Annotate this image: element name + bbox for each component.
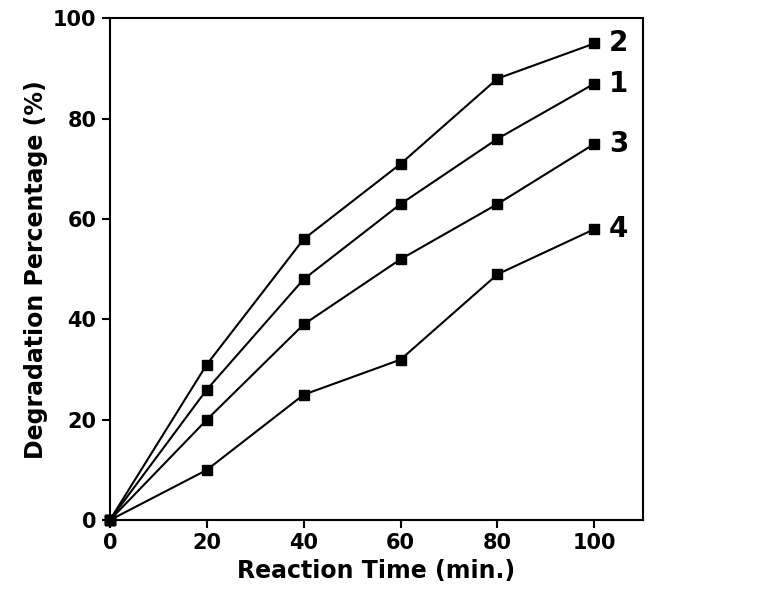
Text: 2: 2 <box>609 29 628 58</box>
Text: 3: 3 <box>609 130 628 158</box>
X-axis label: Reaction Time (min.): Reaction Time (min.) <box>238 559 515 583</box>
Text: 4: 4 <box>609 215 628 243</box>
Text: 1: 1 <box>609 70 628 97</box>
Y-axis label: Degradation Percentage (%): Degradation Percentage (%) <box>24 80 48 458</box>
